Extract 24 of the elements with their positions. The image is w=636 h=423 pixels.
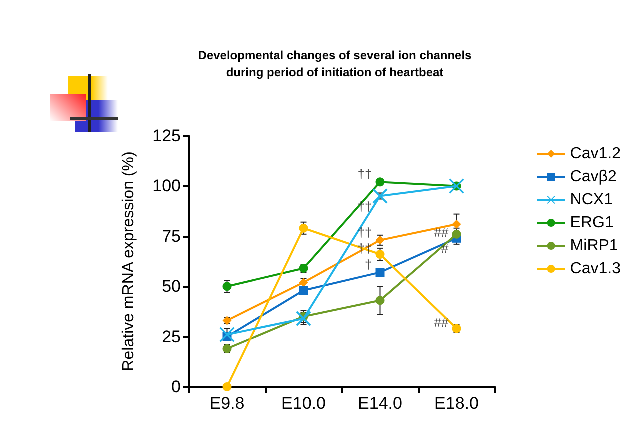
x-tick-label: E18.0 bbox=[434, 394, 479, 413]
annotation: ## bbox=[434, 224, 450, 240]
y-axis-title: Relative mRNA expression (%) bbox=[120, 152, 138, 372]
legend-label: NCX1 bbox=[570, 192, 614, 208]
chart-title: Developmental changes of several ion channels during period of initiation of heartbeat bbox=[198, 48, 472, 80]
x-tick-label: E10.0 bbox=[282, 394, 326, 413]
y-tick-label: 25 bbox=[162, 327, 181, 346]
legend-label: Cav1.3 bbox=[570, 260, 622, 278]
y-tick-label: 0 bbox=[172, 378, 181, 396]
annotation: ## bbox=[434, 315, 450, 330]
annotation: † bbox=[365, 257, 372, 272]
legend-label: ERG1 bbox=[570, 214, 614, 232]
legend-label: Cavβ2 bbox=[570, 168, 617, 186]
y-tick-label: 125 bbox=[152, 126, 181, 146]
annotation: †† bbox=[358, 166, 372, 182]
legend-label: MiRP1 bbox=[570, 238, 618, 254]
x-tick-label: E9.8 bbox=[210, 394, 245, 413]
y-tick-label: 100 bbox=[152, 176, 181, 196]
y-tick-label: 50 bbox=[162, 277, 181, 296]
annotation: # bbox=[442, 240, 450, 256]
y-tick-label: 75 bbox=[162, 226, 181, 246]
x-tick-label: E14.0 bbox=[358, 394, 402, 413]
legend-label: Cav1.2 bbox=[570, 146, 622, 162]
annotation: †† bbox=[358, 224, 372, 240]
